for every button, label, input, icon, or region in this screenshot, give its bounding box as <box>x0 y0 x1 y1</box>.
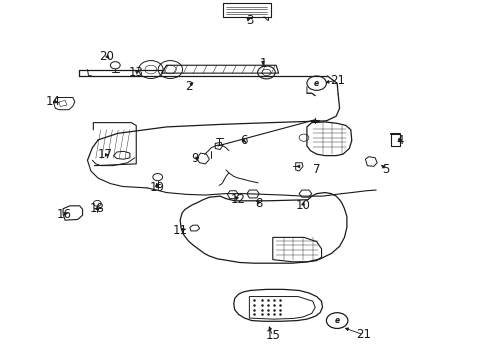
Text: e: e <box>334 316 339 325</box>
Text: 2: 2 <box>184 80 192 93</box>
Text: 10: 10 <box>295 199 310 212</box>
Text: 5: 5 <box>382 163 389 176</box>
Text: 21: 21 <box>329 74 344 87</box>
Text: 15: 15 <box>265 329 280 342</box>
Text: 17: 17 <box>98 148 113 161</box>
Text: 9: 9 <box>191 152 198 165</box>
Text: 11: 11 <box>172 224 187 237</box>
Text: 8: 8 <box>255 197 262 210</box>
Text: 3: 3 <box>245 14 253 27</box>
Text: 14: 14 <box>46 95 61 108</box>
Text: 18: 18 <box>90 202 104 215</box>
Text: 13: 13 <box>128 66 143 79</box>
Text: 19: 19 <box>149 181 164 194</box>
Text: 1: 1 <box>259 57 266 70</box>
Text: 20: 20 <box>100 50 114 63</box>
Text: 12: 12 <box>231 193 245 206</box>
Text: 4: 4 <box>396 134 404 147</box>
Text: 21: 21 <box>356 328 371 341</box>
Text: 7: 7 <box>312 163 320 176</box>
Text: 16: 16 <box>57 208 71 221</box>
Text: e: e <box>313 79 319 88</box>
Text: 6: 6 <box>239 134 247 147</box>
